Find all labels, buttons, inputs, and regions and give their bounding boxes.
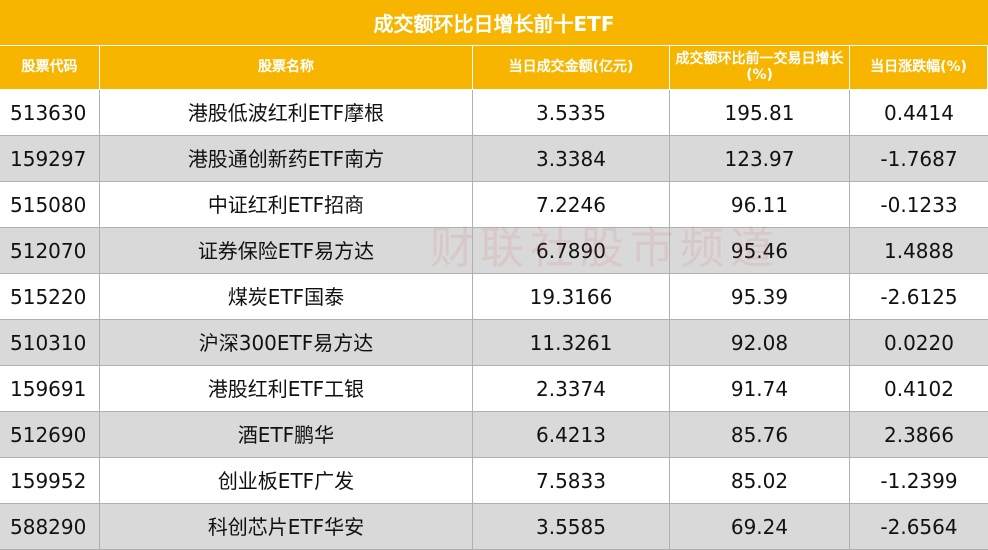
table-cell: -1.7687 [880,146,958,171]
column-header: 成交额环比前一交易日增长(%) [670,46,850,89]
table-cell: 酒ETF鹏华 [100,412,473,457]
table-cell: 85.02 [670,458,850,503]
table-cell: 煤炭ETF国泰 [100,274,473,319]
table-cell: -1.2399 [880,468,958,493]
table-cell: -2.6564 [880,514,958,539]
table-cell: -0.1233 [880,192,958,217]
table-cell: 159297 [0,136,100,181]
table-cell: 1.4888 [884,238,954,263]
table-cell: 588290 [0,504,100,549]
table-row: 512070 证券保险ETF易方达 6.7890 95.46 1.4888 [0,228,988,274]
table-title: 成交额环比日增长前十ETF [0,0,988,46]
table-cell: 沪深300ETF易方达 [100,320,473,365]
table: 股票代码 股票名称 当日成交金额(亿元) 成交额环比前一交易日增长(%) 当日涨跌幅(%… [0,46,988,550]
table-cell: -2.6125 [880,284,958,309]
table-cell: 92.08 [670,320,850,365]
header-row: 股票代码 股票名称 当日成交金额(亿元) 成交额环比前一交易日增长(%) 当日涨跌幅(%… [0,46,988,90]
table-cell: 95.39 [670,274,850,319]
table-cell: 159952 [0,458,100,503]
column-header: 当日涨跌幅(%) [850,46,988,89]
table-cell: 7.2246 [473,182,670,227]
table-cell: 512070 [0,228,100,273]
table-cell: 95.46 [670,228,850,273]
table-cell: 3.5585 [473,504,670,549]
table-row: 588290 科创芯片ETF华安 3.5585 69.24 -2.6564 [0,504,988,550]
table-cell: 159691 [0,366,100,411]
table-cell: 0.0220 [884,330,954,355]
table-cell: 港股低波红利ETF摩根 [100,90,473,135]
table-cell: 2.3374 [473,366,670,411]
column-header: 股票名称 [100,46,473,89]
table-cell: 3.5335 [473,90,670,135]
table-cell: 513630 [0,90,100,135]
column-header: 股票代码 [0,46,100,89]
table-cell: 512690 [0,412,100,457]
table-cell: 515080 [0,182,100,227]
table-cell: 510310 [0,320,100,365]
table-cell: 85.76 [670,412,850,457]
table-cell: 中证红利ETF招商 [100,182,473,227]
table-row: 512690 酒ETF鹏华 6.4213 85.76 2.3866 [0,412,988,458]
table-cell: 515220 [0,274,100,319]
table-cell: 港股红利ETF工银 [100,366,473,411]
table-cell: 6.7890 [473,228,670,273]
table-cell: 19.3166 [473,274,670,319]
table-cell: 195.81 [670,90,850,135]
table-row: 515080 中证红利ETF招商 7.2246 96.11 -0.1233 [0,182,988,228]
column-header: 当日成交金额(亿元) [473,46,670,89]
table-cell: 3.3384 [473,136,670,181]
table-cell: 0.4102 [884,376,954,401]
table-cell: 2.3866 [884,422,954,447]
table-row: 513630 港股低波红利ETF摩根 3.5335 195.81 0.4414 [0,90,988,136]
table-cell: 港股通创新药ETF南方 [100,136,473,181]
table-cell: 6.4213 [473,412,670,457]
table-cell: 科创芯片ETF华安 [100,504,473,549]
table-row: 510310 沪深300ETF易方达 11.3261 92.08 0.0220 [0,320,988,366]
table-row: 515220 煤炭ETF国泰 19.3166 95.39 -2.6125 [0,274,988,320]
table-row: 159952 创业板ETF广发 7.5833 85.02 -1.2399 [0,458,988,504]
table-cell: 91.74 [670,366,850,411]
table-cell: 96.11 [670,182,850,227]
table-cell: 123.97 [670,136,850,181]
table-cell: 7.5833 [473,458,670,503]
table-row: 159297 港股通创新药ETF南方 3.3384 123.97 -1.7687 [0,136,988,182]
table-cell: 证券保险ETF易方达 [100,228,473,273]
table-cell: 创业板ETF广发 [100,458,473,503]
table-cell: 0.4414 [884,100,954,125]
table-row: 159691 港股红利ETF工银 2.3374 91.74 0.4102 [0,366,988,412]
table-cell: 69.24 [670,504,850,549]
table-cell: 11.3261 [473,320,670,365]
